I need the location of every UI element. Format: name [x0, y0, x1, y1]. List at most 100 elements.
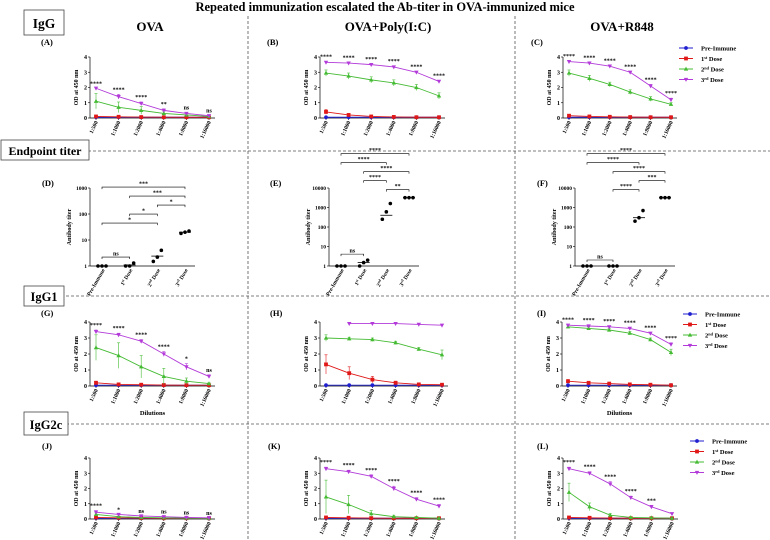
x-tick-label: 1:500 — [319, 521, 330, 536]
y-tick-label: 1 — [314, 502, 317, 508]
legend-label: 2nd Dose — [712, 458, 735, 467]
x-tick-label: 3rd Dose — [654, 267, 670, 288]
data-point — [633, 219, 637, 223]
data-point — [93, 98, 99, 103]
x-tick-label: 1:2000 — [364, 388, 376, 405]
significance-label: **** — [624, 64, 636, 70]
panel-l: (L) 0 1 2 3 4 OD at 450 nm 1:500 1:1000 1:2000 1:4… — [537, 441, 678, 540]
x-tick-label: 1:16000 — [432, 388, 445, 408]
series-2nd-dose — [565, 324, 674, 356]
y-tick-label: 1 — [556, 368, 559, 374]
data-point — [346, 73, 351, 78]
significance-label: **** — [135, 333, 147, 339]
y-tick-label: 4 — [84, 320, 87, 326]
significance-label: **** — [645, 77, 657, 83]
significance-label: **** — [343, 463, 355, 469]
comparison-label: ns — [597, 255, 603, 261]
comparison-label: ns — [349, 249, 355, 255]
x-tick-label: 1:4000 — [622, 120, 634, 137]
x-tick-label: 1:4000 — [385, 521, 397, 538]
y-tick-label: 4 — [556, 320, 559, 326]
data-point — [668, 342, 674, 347]
data-point — [567, 113, 571, 118]
series-3rd-dose — [565, 323, 674, 347]
x-tick-label: 1:4000 — [387, 388, 399, 405]
x-tick-label: 3rd Dose — [398, 267, 414, 288]
x-tick-label: 1:2000 — [133, 120, 145, 137]
comparison-label: *** — [153, 191, 162, 197]
panel-label: (G) — [41, 308, 53, 318]
panel-j: (J) 0 1 2 3 4 OD at 450 nm 1:500 1:1000 1:2000 1:4… — [42, 441, 215, 540]
x-tick-label-group: 2nd Dose — [629, 268, 644, 289]
data-point — [370, 337, 375, 342]
x-tick-label: 1:8000 — [408, 120, 420, 137]
y-tick-label: 3 — [557, 471, 560, 477]
significance-label: ns — [138, 509, 144, 515]
y-tick-label: 1 — [557, 502, 560, 508]
legend-swatch-marker — [688, 312, 692, 316]
comparison-label: **** — [607, 157, 619, 163]
comparison-label: **** — [620, 148, 632, 154]
data-point — [566, 70, 572, 75]
data-point — [370, 377, 375, 382]
data-point — [627, 382, 632, 387]
data-point — [116, 114, 121, 119]
data-point — [668, 98, 674, 103]
data-point — [116, 104, 121, 109]
x-tick-label: 1:8000 — [178, 120, 190, 137]
row-label-igg: IgG — [23, 9, 65, 36]
legend-label: Pre-Immune — [705, 312, 740, 319]
data-point — [607, 327, 612, 332]
data-point — [393, 322, 398, 326]
data-point — [628, 115, 633, 119]
significance-label: **** — [90, 323, 102, 329]
significance-label: * — [117, 507, 120, 513]
data-point — [161, 108, 166, 113]
comparison-bracket — [586, 162, 640, 165]
data-point — [566, 379, 570, 384]
y-axis-label: OD at 450 nm — [546, 336, 552, 372]
data-point — [323, 467, 329, 472]
data-point — [391, 65, 396, 70]
data-point — [346, 61, 351, 66]
y-tick-label: 2 — [84, 352, 87, 358]
data-point — [641, 208, 645, 213]
legend-label: 1st Dose — [701, 55, 722, 64]
data-point — [139, 115, 144, 119]
data-point — [184, 111, 189, 116]
y-tick-label: 1 — [557, 101, 560, 107]
panel-f: (F) 1 10 100 1000 10000 Antibody titer Pre-Immu… — [537, 148, 675, 297]
data-point — [161, 515, 166, 520]
panel-d: (D) 1 10 100 1000 Antibody titer Pre-Immune 1st… — [42, 178, 195, 297]
data-point — [436, 79, 442, 84]
data-point — [184, 378, 189, 383]
significance-label: **** — [320, 55, 332, 61]
y-tick-label: 1 — [314, 368, 317, 374]
legend-swatch-marker — [684, 56, 688, 61]
panel-label: (A) — [41, 37, 53, 47]
data-point — [184, 115, 189, 120]
data-point — [669, 512, 675, 517]
y-tick-label: 3 — [84, 336, 87, 342]
data-point — [391, 115, 396, 119]
row-label-endpoint: Endpoint titer — [0, 139, 90, 161]
data-point — [414, 115, 419, 120]
y-axis-label: OD at 450 nm — [547, 471, 553, 507]
y-tick-label: 1 — [569, 264, 572, 270]
data-point — [587, 471, 592, 476]
y-tick-label: 1000 — [315, 206, 326, 212]
data-point — [370, 383, 375, 388]
significance-label: ** — [161, 102, 167, 108]
data-point — [206, 114, 212, 119]
legend-label: 1st Dose — [705, 321, 726, 330]
series-line — [325, 468, 440, 507]
panel-label: (I) — [537, 308, 546, 318]
data-point — [116, 512, 121, 517]
x-tick-label: 1:16000 — [662, 521, 675, 540]
y-tick-label: 4 — [84, 456, 87, 462]
data-point — [94, 380, 98, 385]
data-point — [184, 515, 189, 520]
